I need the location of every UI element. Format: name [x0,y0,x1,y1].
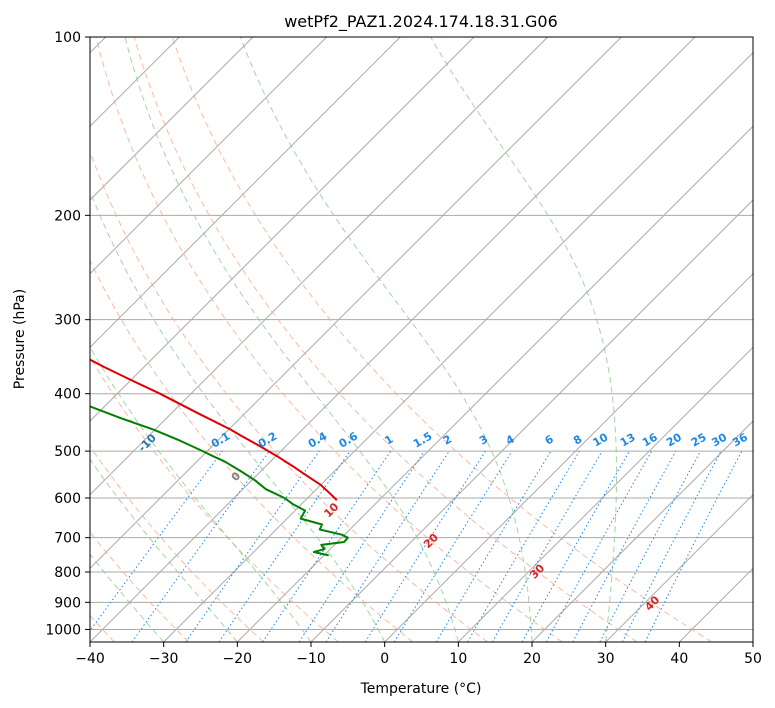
isotherm-line [457,346,753,642]
isotherm-line [90,37,475,422]
chart-title: wetPf2_PAZ1.2024.174.18.31.G06 [284,12,558,32]
y-tick-label: 700 [54,531,81,547]
x-tick-label: −10 [296,651,326,667]
dry-adiabat-line [90,259,414,642]
x-tick-label: 30 [597,651,615,667]
mixing-ratio-line [325,450,450,642]
isotherm-line [163,51,753,642]
isotherm-line [90,37,254,201]
dry-adiabat-line [95,37,563,642]
isotherm-line [90,37,328,275]
dry-adiabat-line [90,445,264,642]
temperature-line [90,358,338,501]
moist-adiabat-line [90,345,312,642]
isotherm-line [310,199,753,642]
mixing-ratio-line [262,450,392,642]
y-tick-label: 900 [54,595,81,611]
moist-adiabat-line [124,37,459,642]
isotherm-line [236,125,753,642]
mixing-ratio-line [644,450,743,642]
isotherm-line [90,37,401,349]
moist-adiabat-line [90,458,238,642]
y-tick-label: 1000 [45,622,81,638]
y-tick-label: 800 [54,565,81,581]
isotherm-line [90,37,696,642]
sounding-lines [90,358,349,557]
moist-adiabat-line [90,189,386,642]
isotherm-line [384,272,753,642]
y-tick-label: 300 [54,313,81,329]
x-tick-label: 10 [449,651,467,667]
mixing-ratio-line [545,450,653,642]
moist-adiabat-line [430,37,617,642]
dry-adiabat-line [171,37,712,642]
isotherm-line [90,37,622,570]
dewpoint-line [90,405,349,557]
x-tick-label: 40 [670,651,688,667]
mixing-ratio-line [298,450,425,642]
mixing-ratio-line [572,450,677,642]
moist-adiabat-line [239,37,533,642]
isotherm-line [531,420,753,642]
y-axis-ticks: 100 200 300 400 500 600 700 800 900 1000 [45,30,90,638]
x-axis-ticks: −40 −30 −20 −10 0 10 20 30 40 50 [75,642,762,667]
x-tick-label: −20 [223,651,253,667]
y-axis-label: Pressure (hPa) [12,289,28,389]
mixing-ratio-line [393,450,513,642]
x-tick-label: 0 [380,651,389,667]
y-tick-label: 400 [54,387,81,403]
y-tick-label: 100 [54,30,81,46]
y-tick-label: 600 [54,491,81,507]
x-tick-label: 20 [523,651,541,667]
isotherm-line [90,37,549,496]
x-tick-label: −30 [149,651,179,667]
moist-adiabat-line [90,553,165,642]
mixing-ratio-line [131,450,270,642]
mixing-ratio-line [185,450,320,642]
isotherm-line [605,493,753,642]
mixing-ratio-line [521,450,630,642]
background-lines [90,37,753,642]
x-tick-label: −40 [75,651,105,667]
y-tick-label: 200 [54,208,81,224]
mixing-ratio-line [90,450,223,632]
plot-frame [89,36,754,643]
dry-adiabat-line [133,37,638,642]
y-tick-label: 500 [54,444,81,460]
x-tick-label: 50 [744,651,762,667]
x-axis-label: Temperature (°C) [360,681,482,697]
mixing-ratio-line [218,450,351,642]
